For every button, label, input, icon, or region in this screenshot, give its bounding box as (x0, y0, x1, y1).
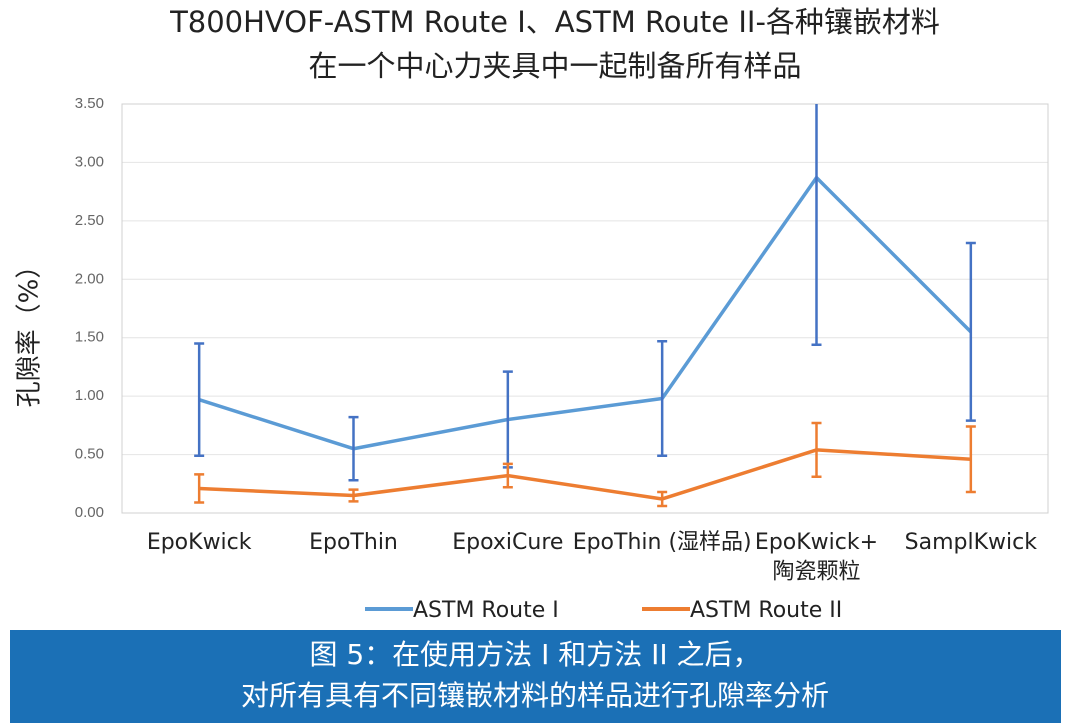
x-tick-label: EpoThin (309, 530, 398, 555)
y-tick-label: 1.00 (75, 387, 104, 404)
series-line (199, 448, 971, 501)
x-tick-label: EpoThin (湿样品) (573, 530, 752, 555)
y-tick-label: 3.50 (75, 95, 104, 112)
error-bar (194, 473, 205, 504)
y-tick-label: 0.00 (75, 504, 104, 521)
error-bar (657, 339, 668, 457)
caption: 对所有具有不同镶嵌材料的样品进行孔隙率分析 (241, 679, 829, 712)
chart-title: 在一个中心力夹具中一起制备所有样品 (308, 49, 801, 83)
error-bar (965, 241, 976, 422)
error-bar (348, 488, 359, 503)
caption-banner (10, 630, 1061, 723)
x-tick-label: EpoxiCure (452, 530, 563, 555)
chart-title: T800HVOF-ASTM Route I、ASTM Route II-各种镶嵌… (169, 5, 940, 39)
plot-area (194, 104, 976, 508)
x-tick-label: SamplKwick (905, 530, 1038, 555)
y-axis-label: 孔隙率（%） (15, 253, 45, 408)
series-line (198, 175, 973, 451)
caption: 图 5：在使用方法 I 和方法 II 之后， (309, 638, 760, 671)
plot-frame (121, 103, 1049, 514)
legend-label: ASTM Route II (690, 598, 842, 623)
x-tick-label: EpoKwick (147, 530, 252, 555)
error-bar (811, 104, 822, 346)
y-tick-label: 2.50 (75, 212, 104, 229)
error-bar (965, 425, 976, 494)
error-bar (194, 342, 205, 457)
legend-label: ASTM Route I (413, 598, 559, 623)
y-tick-label: 3.00 (75, 153, 104, 170)
error-bar (811, 421, 822, 479)
y-tick-label: 0.50 (75, 446, 104, 463)
y-tick-label: 2.00 (75, 270, 104, 287)
error-bar (502, 462, 513, 489)
x-tick-label: EpoKwick+陶瓷颗粒 (755, 530, 878, 585)
error-bar (657, 490, 668, 508)
error-bar (348, 415, 359, 482)
y-tick-label: 1.50 (75, 329, 104, 346)
